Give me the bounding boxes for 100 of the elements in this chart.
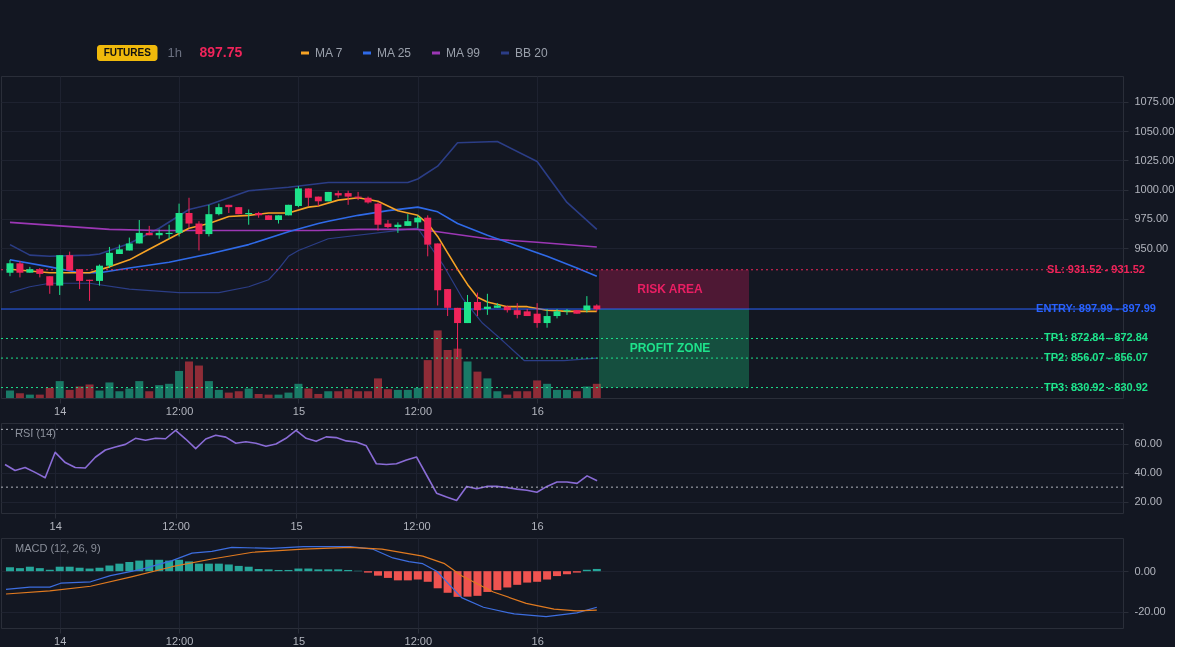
candlestick <box>105 246 113 269</box>
y-tick-label: 60.00 <box>1134 437 1163 450</box>
y-tick-label: 1075.00 <box>1134 95 1175 108</box>
x-tick-label: 12:00 <box>165 404 194 417</box>
bar <box>543 383 552 398</box>
bar <box>65 389 74 398</box>
bar <box>543 571 552 580</box>
bar <box>45 387 54 398</box>
bar <box>125 562 134 572</box>
bar <box>493 391 502 398</box>
bar <box>214 563 223 572</box>
ref-line-label: TP2: 856.07 - 856.07 <box>1044 351 1148 364</box>
candlestick <box>185 197 193 229</box>
y-tick-label: 975.00 <box>1134 212 1169 225</box>
x-tick-label: 12:00 <box>404 634 433 647</box>
bar <box>503 571 512 588</box>
bar <box>443 571 452 593</box>
bar <box>234 565 243 572</box>
ref-line-label: TP3: 830.92 - 830.92 <box>1044 380 1148 393</box>
bar <box>324 391 333 398</box>
x-tick-label: 12:00 <box>403 519 431 532</box>
bar <box>194 563 203 572</box>
bar <box>194 365 203 398</box>
legend-label: MA 7 <box>315 46 343 60</box>
bar <box>562 571 571 575</box>
candlestick <box>464 294 472 324</box>
line-series <box>4 429 598 502</box>
bar <box>383 571 392 578</box>
bar <box>204 381 213 398</box>
bar <box>483 378 492 398</box>
bar <box>105 382 114 398</box>
bar <box>413 387 422 398</box>
bar <box>513 571 522 585</box>
bar <box>204 563 213 572</box>
x-tick-label: 16 <box>531 404 544 417</box>
bar <box>533 380 542 398</box>
bar <box>513 391 522 398</box>
bar <box>463 361 472 398</box>
bar <box>145 391 154 398</box>
bar <box>523 571 532 583</box>
x-tick-label: 16 <box>531 634 544 647</box>
bar <box>373 378 382 398</box>
candlestick <box>175 203 183 237</box>
bar <box>334 391 343 398</box>
candlestick <box>374 201 382 232</box>
bar <box>582 386 591 398</box>
bar <box>135 381 144 398</box>
bar <box>473 371 482 398</box>
candlestick <box>294 185 302 208</box>
bar <box>165 383 174 398</box>
bar <box>533 571 542 582</box>
text: 897.75 <box>199 44 243 60</box>
candlestick <box>444 288 452 317</box>
bar <box>354 391 363 398</box>
text: FUTURES <box>103 47 152 58</box>
x-tick-label: 14 <box>54 634 67 647</box>
bar <box>433 571 442 589</box>
text: 1h <box>167 45 182 60</box>
bar <box>304 388 313 398</box>
bar <box>453 348 462 398</box>
x-tick-label: 15 <box>292 404 306 417</box>
candlestick <box>473 292 481 317</box>
candlestick <box>533 302 541 329</box>
candlestick <box>96 264 103 287</box>
candlestick <box>543 308 551 329</box>
bar <box>572 391 581 398</box>
bar <box>214 389 223 398</box>
bar <box>483 571 492 592</box>
bar <box>95 390 104 398</box>
bar <box>15 393 24 398</box>
y-tick-label: 950.00 <box>1134 241 1169 254</box>
legend-label: MA 25 <box>377 46 412 60</box>
y-tick-label: 40.00 <box>1134 466 1163 479</box>
bar <box>433 330 442 398</box>
y-tick-label: 1000.00 <box>1134 183 1175 196</box>
bar <box>553 389 562 398</box>
bar <box>403 571 412 581</box>
y-tick-label: 0.00 <box>1134 564 1156 577</box>
bar <box>413 571 422 580</box>
bar <box>125 388 134 398</box>
legend-label: MA 99 <box>446 46 481 60</box>
bar <box>423 571 432 582</box>
y-tick-label: 1025.00 <box>1134 153 1175 166</box>
bar <box>592 383 601 398</box>
bar <box>115 391 124 398</box>
y-tick-label: -20.00 <box>1134 605 1166 618</box>
legend-label: BB 20 <box>515 46 549 60</box>
bar <box>443 349 452 398</box>
bar <box>85 384 94 398</box>
bar <box>175 370 184 398</box>
bar <box>393 389 402 398</box>
chart-title: RSI (14) <box>15 427 56 439</box>
x-tick-label: 12:00 <box>165 634 194 647</box>
bar <box>105 565 114 572</box>
bar <box>314 393 323 398</box>
bar <box>224 564 233 572</box>
x-tick-label: 14 <box>49 519 62 532</box>
x-tick-label: 16 <box>531 519 544 532</box>
ref-line-label: TP1: 872.84 - 872.84 <box>1044 331 1149 344</box>
bar <box>393 571 402 581</box>
